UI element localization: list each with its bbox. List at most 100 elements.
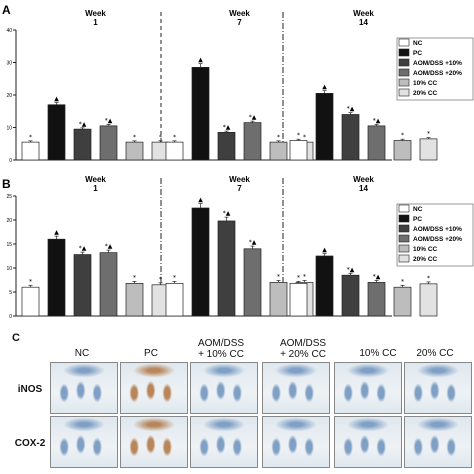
legend-label: AOM/DSS +10% bbox=[413, 226, 462, 233]
significance-mark: * bbox=[427, 275, 430, 282]
significance-mark: * bbox=[303, 273, 306, 280]
significance-mark: * bbox=[173, 274, 176, 281]
legend-label: 20% CC bbox=[413, 256, 438, 263]
micrograph-tile bbox=[190, 362, 258, 414]
y-tick-label: 10 bbox=[6, 266, 12, 272]
column-header-line: 10% CC bbox=[359, 348, 397, 359]
significance-mark: * bbox=[303, 134, 306, 141]
significance-mark: * bbox=[427, 131, 430, 138]
significance-mark: * bbox=[277, 134, 280, 141]
bar-NC bbox=[289, 283, 308, 317]
legend-label: PC bbox=[413, 216, 422, 223]
y-tick-label: 20 bbox=[6, 93, 12, 99]
panel-label-B: B bbox=[2, 177, 11, 191]
group-label: 1 bbox=[93, 18, 98, 27]
group-label: Week bbox=[85, 9, 106, 18]
significance-mark: ▲ bbox=[322, 247, 327, 254]
legend-swatch-PC bbox=[398, 48, 410, 57]
micrograph-tile bbox=[50, 362, 118, 414]
bar-AOM20 bbox=[367, 125, 386, 161]
column-header-line: 20% CC bbox=[416, 348, 454, 359]
group-label: Week bbox=[353, 175, 374, 184]
group-label: 14 bbox=[359, 18, 368, 27]
micrograph-tile bbox=[262, 362, 330, 414]
column-header-line: NC bbox=[74, 348, 90, 359]
significance-mark: ▲ bbox=[54, 229, 59, 236]
legend-label: AOM/DSS +20% bbox=[413, 236, 462, 243]
y-tick-label: 25 bbox=[6, 194, 12, 200]
y-tick-label: 15 bbox=[6, 242, 12, 248]
legend-label: PC bbox=[413, 50, 422, 57]
legend-label: AOM/DSS +10% bbox=[413, 60, 462, 67]
column-header: AOM/DSS + 10% CC bbox=[185, 338, 257, 360]
column-header-line: AOM/DSS bbox=[197, 338, 245, 349]
micrograph-tile bbox=[120, 362, 188, 414]
micrograph-tile bbox=[190, 416, 258, 468]
bar-PC bbox=[315, 93, 334, 161]
bar-NC bbox=[289, 140, 308, 161]
bar-AOM10 bbox=[217, 132, 236, 161]
bar-PC bbox=[47, 104, 66, 161]
column-header-line: AOM/DSS bbox=[279, 338, 327, 349]
legend-swatch-CC10 bbox=[398, 78, 410, 87]
y-tick-label: 5 bbox=[9, 290, 12, 296]
y-tick-label: 30 bbox=[6, 61, 12, 67]
bar-CC10 bbox=[269, 282, 288, 317]
significance-mark: *▲ bbox=[105, 243, 113, 250]
micrograph-tile bbox=[120, 416, 188, 468]
bar-AOM20 bbox=[99, 125, 118, 161]
group-label: 14 bbox=[359, 184, 368, 193]
legend-label: 10% CC bbox=[413, 246, 438, 253]
micrograph-tile bbox=[50, 416, 118, 468]
legend-swatch-CC20 bbox=[398, 254, 410, 263]
bar-AOM20 bbox=[243, 122, 262, 161]
significance-mark: *▲ bbox=[105, 118, 113, 125]
y-tick-label: 40 bbox=[6, 28, 12, 34]
significance-mark: * bbox=[159, 276, 162, 283]
column-header: NC bbox=[46, 348, 118, 359]
group-label: Week bbox=[229, 9, 250, 18]
significance-mark: * bbox=[401, 278, 404, 285]
significance-mark: *▲ bbox=[347, 266, 355, 273]
significance-mark: *▲ bbox=[249, 239, 257, 246]
panel-c-label: C bbox=[12, 332, 20, 344]
bar-PC bbox=[191, 67, 210, 161]
legend-label: NC bbox=[413, 206, 423, 213]
row-header: COX-2 bbox=[14, 438, 46, 449]
significance-mark: *▲ bbox=[249, 114, 257, 121]
bar-CC10 bbox=[125, 283, 144, 317]
significance-mark: *▲ bbox=[223, 210, 231, 217]
bar-CC10 bbox=[393, 286, 412, 317]
legend-label: NC bbox=[413, 40, 423, 47]
significance-mark: * bbox=[297, 274, 300, 281]
column-header-line: PC bbox=[144, 348, 158, 359]
significance-mark: * bbox=[173, 134, 176, 141]
column-header-line: + 10% CC bbox=[198, 349, 244, 360]
significance-mark: * bbox=[401, 132, 404, 139]
micrograph-tile bbox=[334, 416, 402, 468]
significance-mark: *▲ bbox=[79, 121, 87, 128]
bar-NC bbox=[21, 286, 40, 317]
significance-mark: ▲ bbox=[322, 84, 327, 91]
row-header: iNOS bbox=[17, 384, 43, 395]
bar-PC bbox=[191, 207, 210, 317]
legend-swatch-AOM20 bbox=[398, 68, 410, 77]
bar-CC10 bbox=[393, 140, 412, 161]
bar-AOM10 bbox=[341, 274, 360, 317]
column-header: AOM/DSS + 20% CC bbox=[267, 338, 339, 360]
bar-AOM10 bbox=[341, 114, 360, 161]
significance-mark: *▲ bbox=[373, 273, 381, 280]
group-label: Week bbox=[85, 175, 106, 184]
legend-box bbox=[396, 37, 474, 101]
bar-PC bbox=[315, 255, 334, 317]
legend-label: 10% CC bbox=[413, 80, 438, 87]
micrograph-tile bbox=[404, 416, 472, 468]
legend-swatch-NC bbox=[398, 204, 410, 213]
panel-label-A: A bbox=[2, 3, 11, 17]
bar-AOM10 bbox=[73, 254, 92, 317]
bar-AOM20 bbox=[99, 252, 118, 317]
legend-swatch-CC10 bbox=[398, 244, 410, 253]
micrograph-tile bbox=[334, 362, 402, 414]
legend-swatch-CC20 bbox=[398, 88, 410, 97]
